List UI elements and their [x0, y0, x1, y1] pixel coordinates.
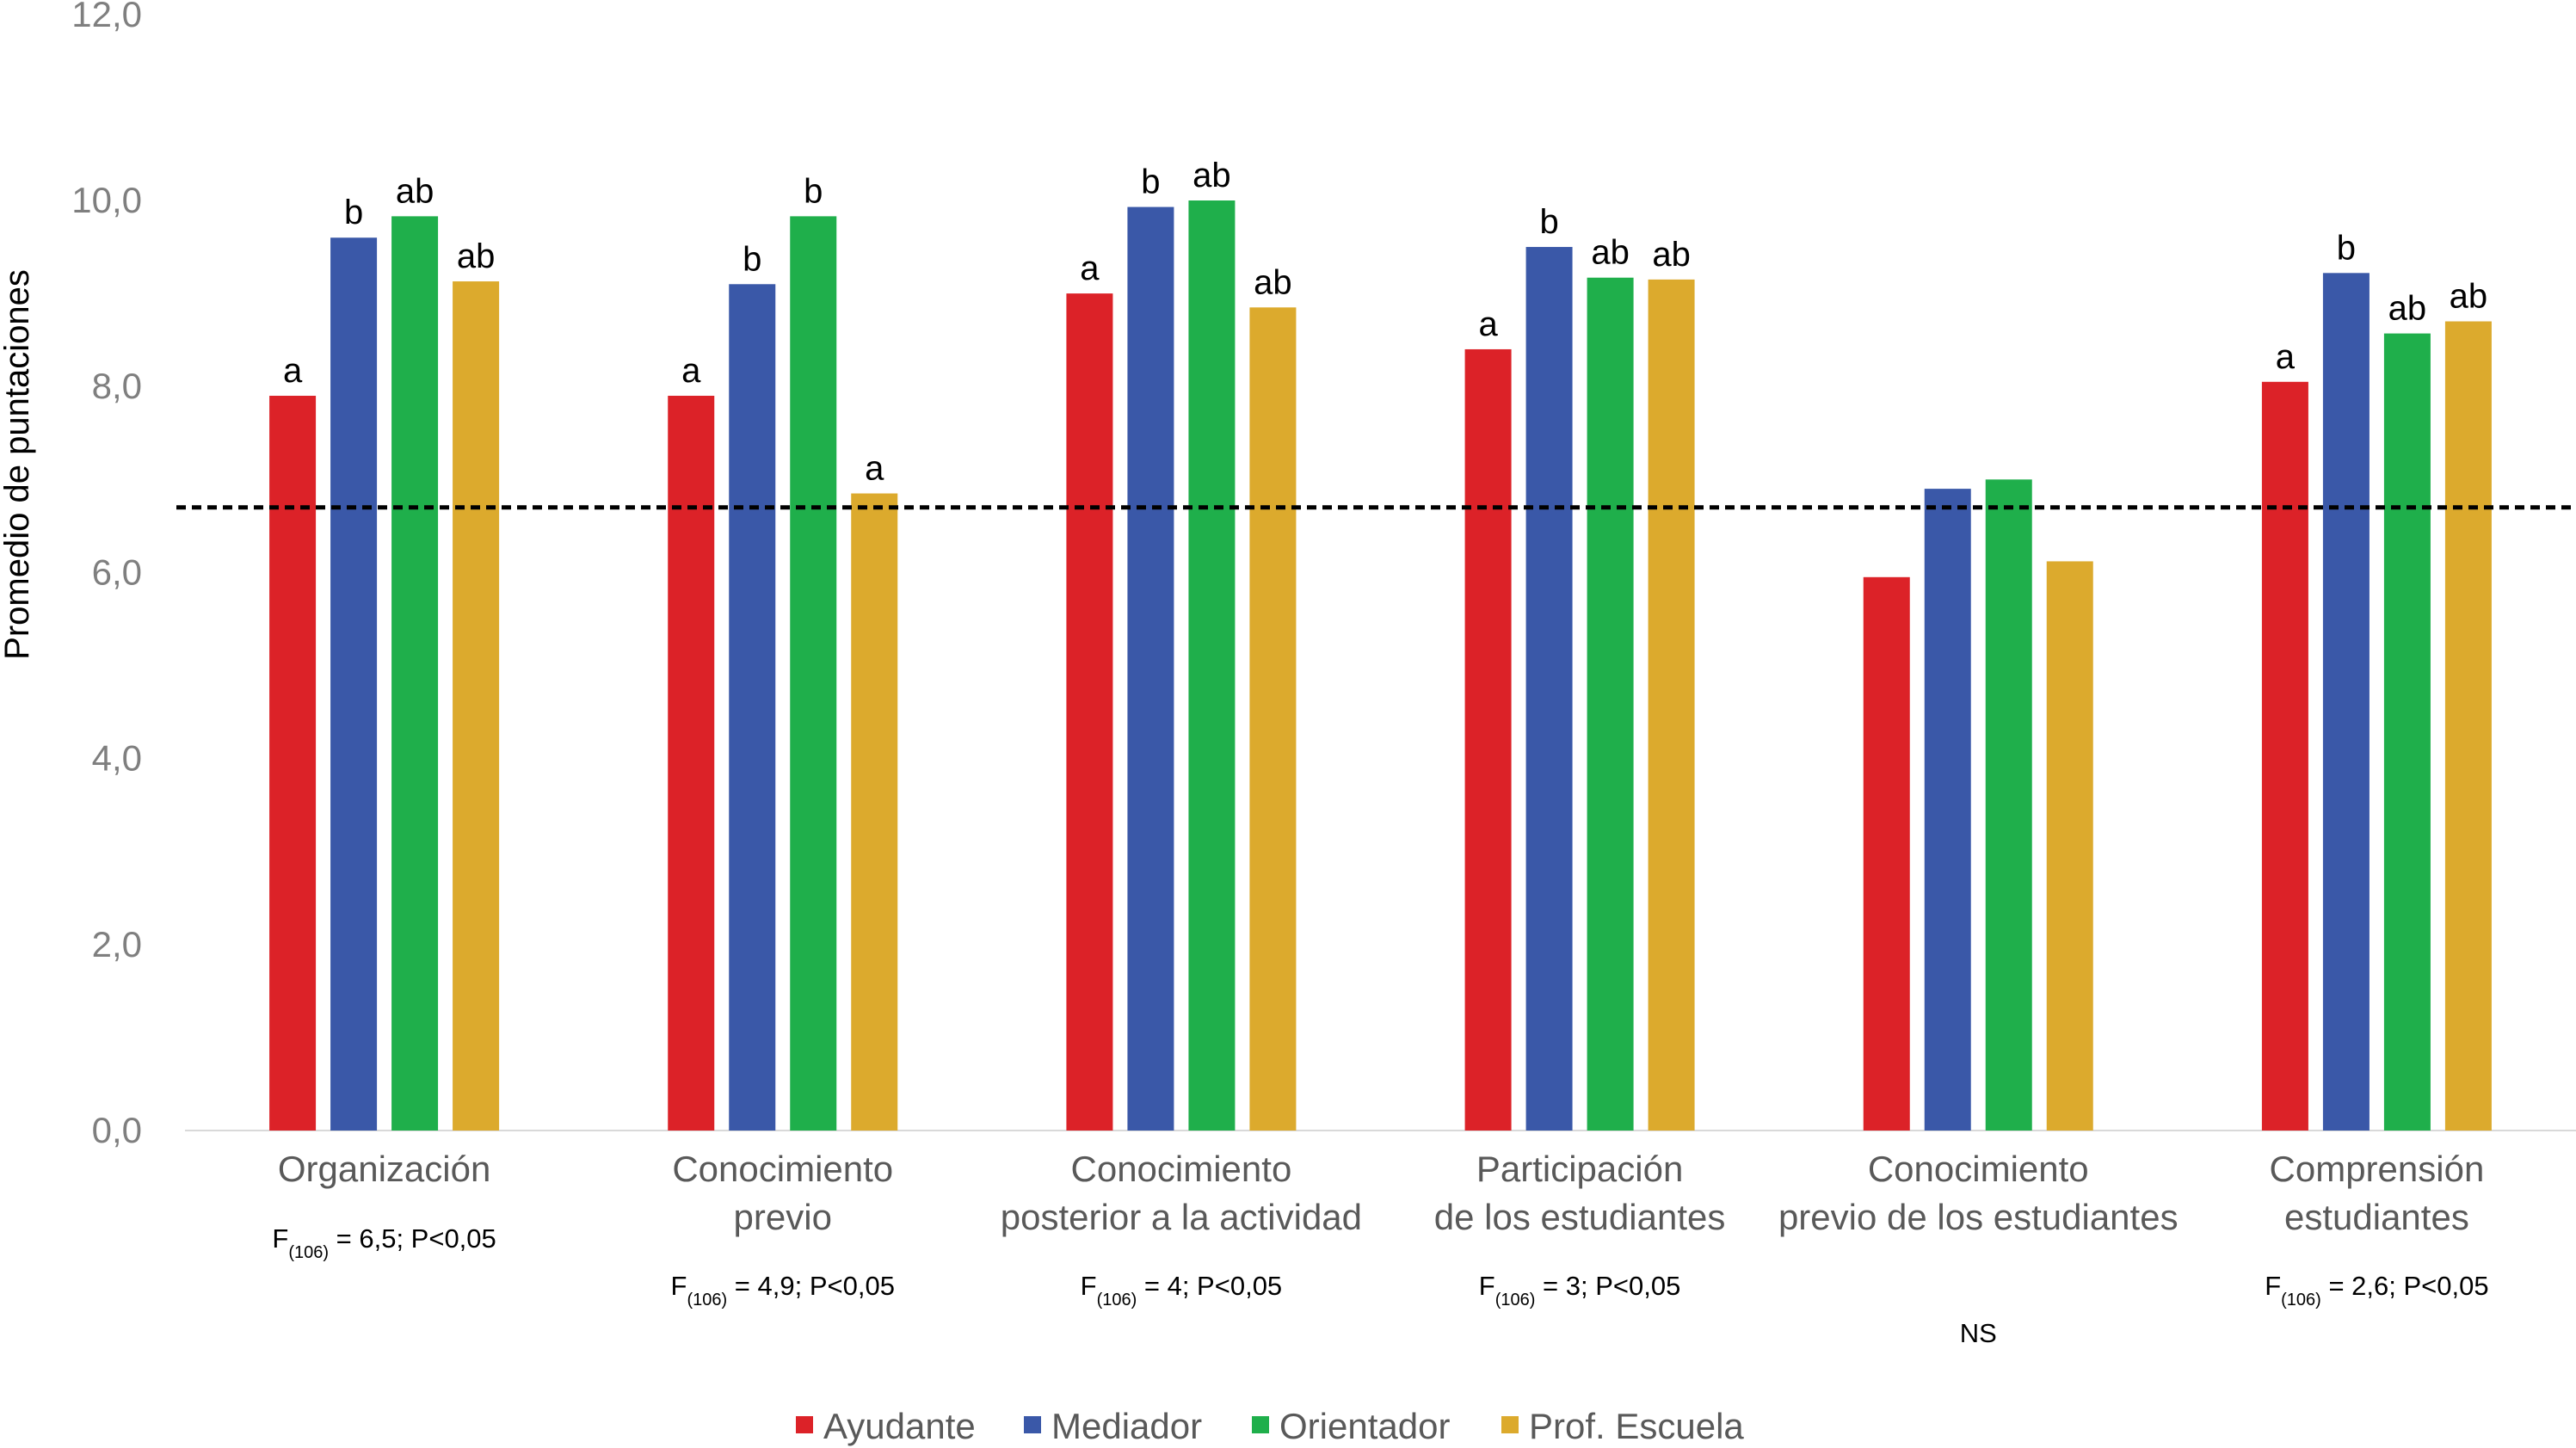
- bar: [1924, 489, 1971, 1131]
- legend-label: Prof. Escuela: [1529, 1406, 1744, 1446]
- bar-letter-label: a: [865, 450, 884, 488]
- legend-label: Mediador: [1051, 1406, 1202, 1446]
- bar: [1525, 247, 1573, 1131]
- bar-letter-label: ab: [1591, 234, 1630, 272]
- x-category-label: Conocimiento: [672, 1149, 893, 1189]
- bar-letter-label: ab: [457, 237, 496, 275]
- stat-annotation: F(106) = 4; P<0,05: [1081, 1271, 1283, 1309]
- bar: [1066, 293, 1113, 1131]
- bar: [851, 493, 898, 1131]
- bar-letter-label: b: [344, 194, 363, 231]
- bar-letter-label: a: [681, 352, 701, 390]
- bar-letter-label: b: [1539, 203, 1558, 241]
- x-category-label: Participación: [1476, 1149, 1683, 1189]
- bar: [2444, 321, 2492, 1131]
- y-tick-label: 4,0: [92, 738, 142, 779]
- bar: [1985, 479, 2032, 1131]
- bar: [330, 237, 378, 1131]
- bar: [668, 396, 715, 1131]
- y-tick-label: 6,0: [92, 551, 142, 592]
- bar: [2261, 381, 2308, 1131]
- y-tick-label: 12,0: [71, 0, 142, 34]
- y-tick-label: 2,0: [92, 924, 142, 964]
- x-category-label: de los estudiantes: [1434, 1197, 1726, 1237]
- bar-letter-label: ab: [1652, 236, 1691, 274]
- stat-annotation: F(106) = 3; P<0,05: [1479, 1271, 1681, 1309]
- bar: [2322, 273, 2370, 1131]
- bar-letter-label: b: [2337, 229, 2356, 267]
- legend-swatch: [796, 1416, 813, 1433]
- x-category-label: estudiantes: [2284, 1197, 2469, 1237]
- bar: [2383, 333, 2431, 1131]
- x-category-label: previo: [734, 1197, 832, 1237]
- bar-letter-label: b: [743, 240, 761, 278]
- x-category-label: Comprensión: [2270, 1149, 2485, 1189]
- bar-letter-label: ab: [1192, 157, 1231, 194]
- bar-letter-label: ab: [1254, 263, 1292, 301]
- legend-swatch: [1024, 1416, 1041, 1433]
- x-category-label: Conocimiento: [1868, 1149, 2089, 1189]
- legend-swatch: [1501, 1416, 1519, 1433]
- bar-letter-label: a: [1080, 250, 1100, 287]
- stat-annotation: F(106) = 2,6; P<0,05: [2265, 1271, 2488, 1309]
- bar: [391, 216, 439, 1131]
- bar: [729, 284, 776, 1131]
- bar-letter-label: b: [804, 172, 823, 210]
- bar-letter-label: a: [283, 352, 303, 390]
- bar-letter-label: ab: [2450, 278, 2488, 316]
- y-axis-title: Promedio de puntaciones: [0, 269, 36, 660]
- x-category-label: posterior a la actividad: [1001, 1197, 1362, 1237]
- bar: [1188, 200, 1236, 1131]
- bar: [453, 281, 500, 1131]
- y-tick-label: 10,0: [71, 180, 142, 220]
- x-category-label: Organización: [278, 1149, 490, 1189]
- bar-letter-label: ab: [2388, 290, 2427, 328]
- bar: [1127, 206, 1174, 1131]
- bar-letter-label: b: [1141, 163, 1160, 201]
- bar: [1587, 277, 1634, 1131]
- stat-annotation: F(106) = 6,5; P<0,05: [272, 1223, 496, 1262]
- bar-letter-label: ab: [396, 172, 434, 210]
- y-tick-label: 0,0: [92, 1110, 142, 1150]
- bar-letter-label: a: [2276, 338, 2296, 376]
- y-tick-label: 8,0: [92, 366, 142, 406]
- bar: [1249, 307, 1297, 1131]
- bar: [1648, 279, 1695, 1131]
- bar-letter-label: a: [1478, 305, 1498, 343]
- stat-annotation: F(106) = 4,9; P<0,05: [671, 1271, 895, 1309]
- stat-annotation: NS: [1960, 1318, 1997, 1348]
- legend-swatch: [1252, 1416, 1269, 1433]
- bar: [269, 396, 317, 1131]
- bar: [1863, 576, 1910, 1131]
- x-category-label: Conocimiento: [1071, 1149, 1292, 1189]
- x-category-label: previo de los estudiantes: [1778, 1197, 2179, 1237]
- bar: [2046, 561, 2093, 1131]
- bar: [790, 216, 837, 1131]
- legend-label: Ayudante: [823, 1406, 976, 1446]
- bar: [1464, 348, 1512, 1131]
- legend-label: Orientador: [1279, 1406, 1450, 1446]
